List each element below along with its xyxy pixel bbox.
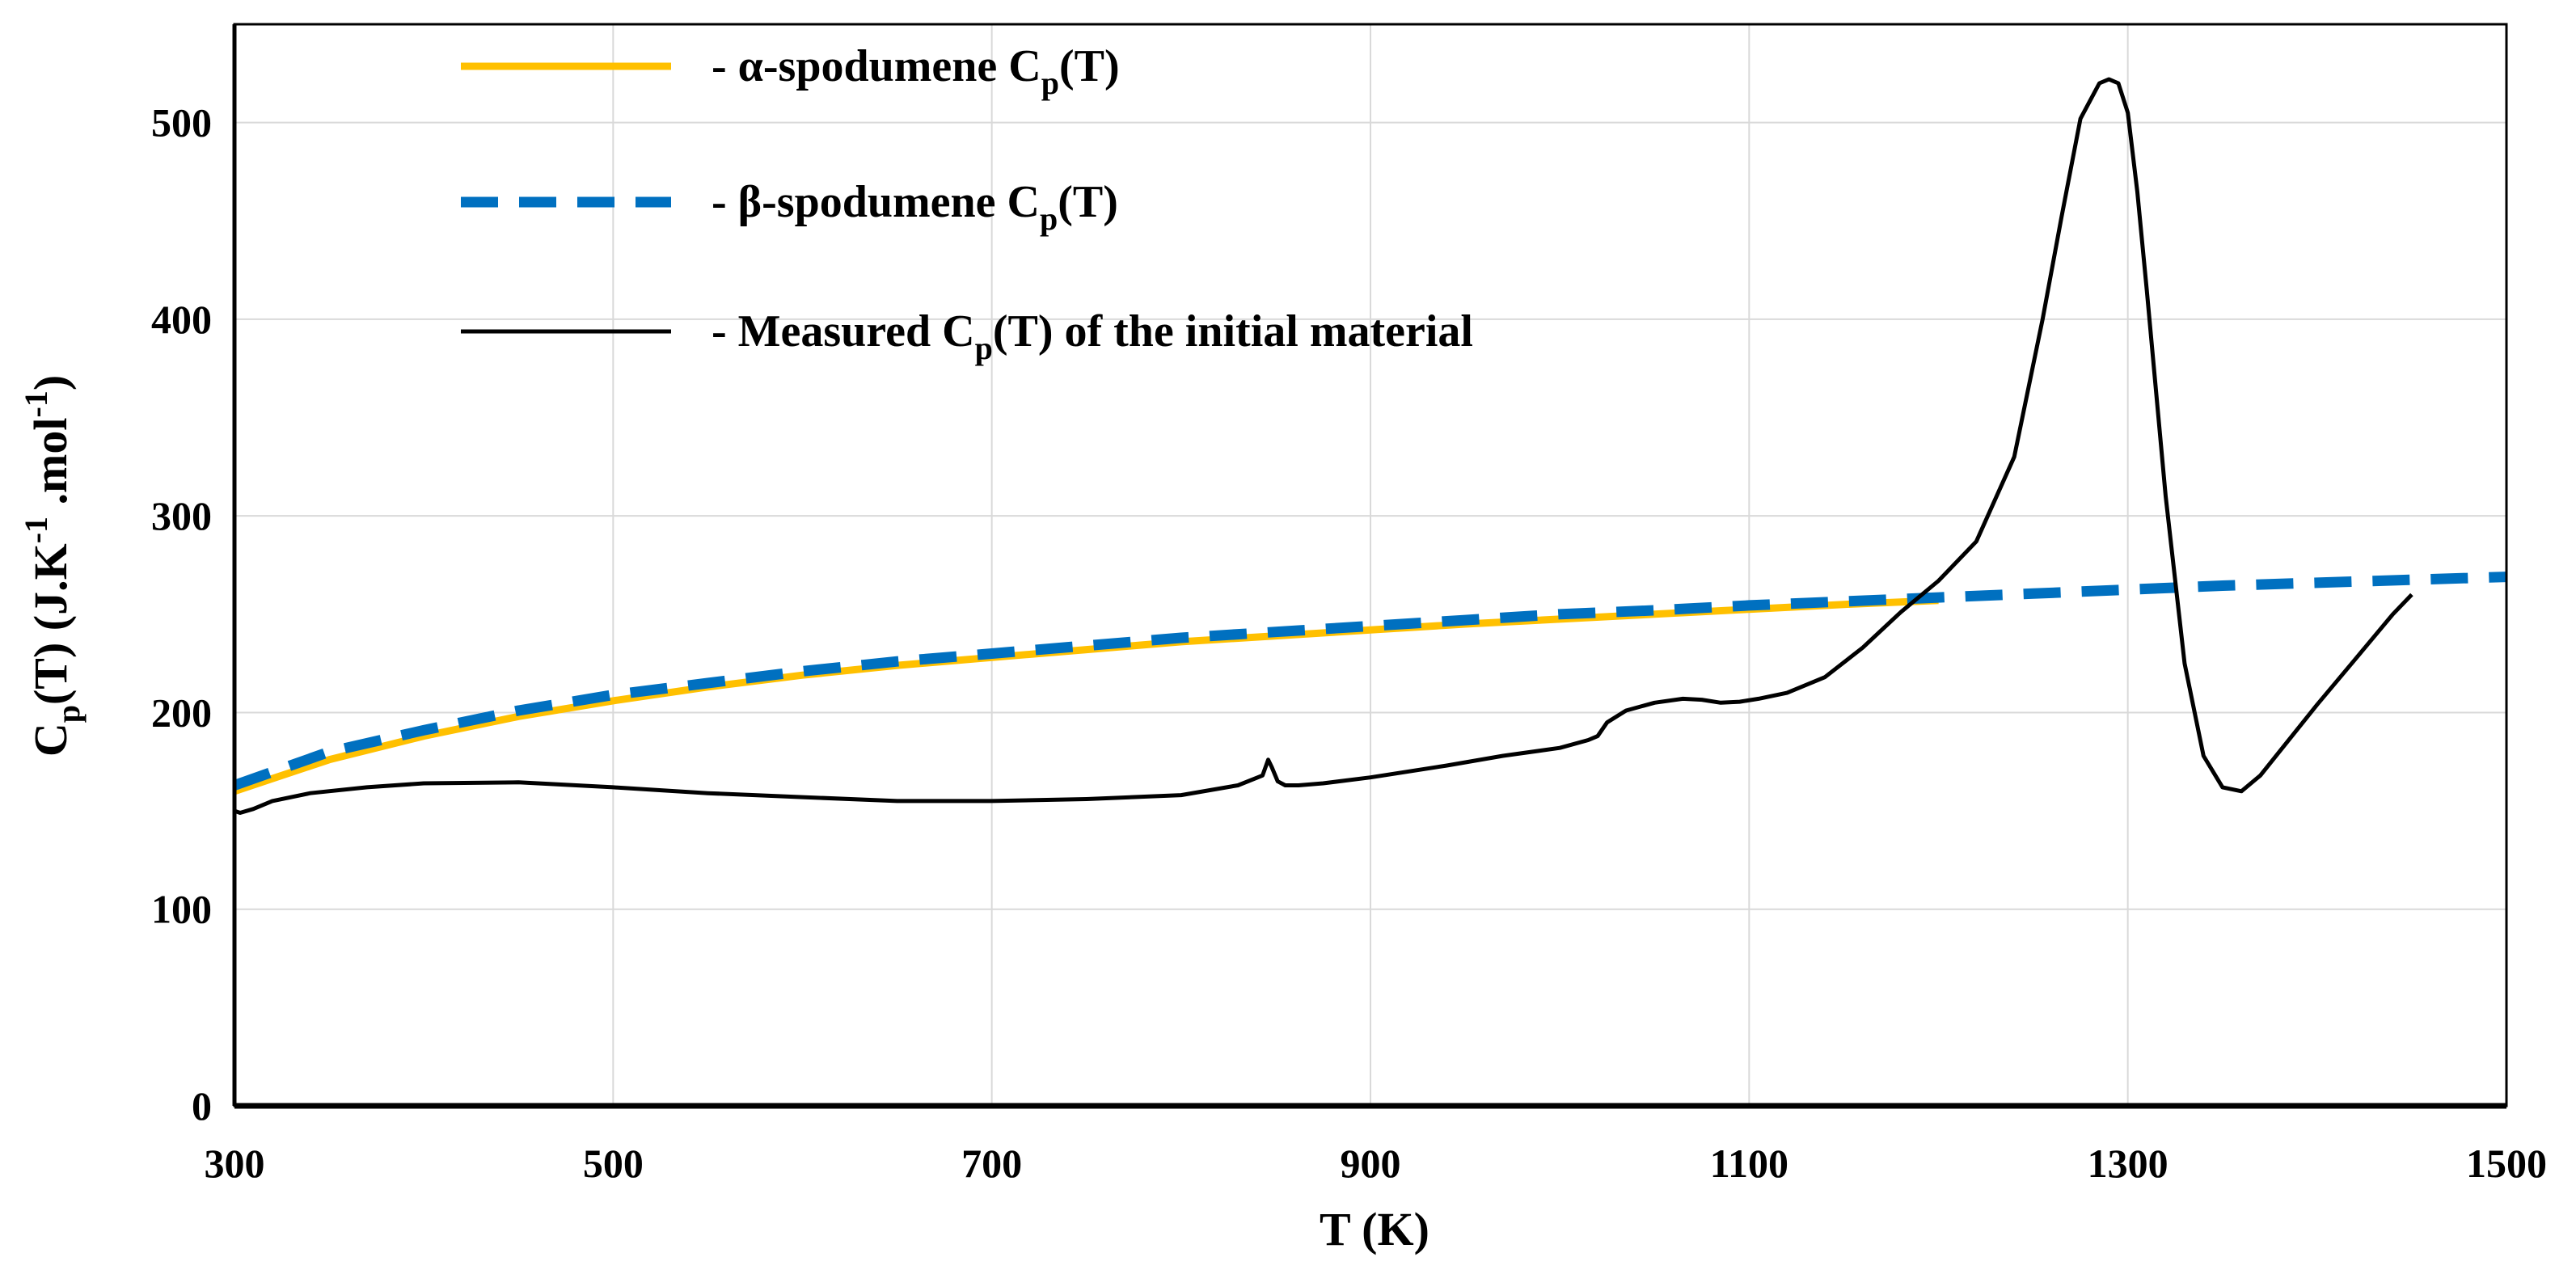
x-tick-label: 900	[1341, 1141, 1401, 1186]
y-tick-label: 200	[151, 690, 212, 735]
x-tick-label: 1300	[2088, 1141, 2168, 1186]
x-tick-label: 1100	[1710, 1141, 1788, 1186]
y-tick-label: 100	[151, 887, 212, 932]
x-tick-label: 300	[205, 1141, 265, 1186]
y-tick-label: 300	[151, 493, 212, 538]
ticks-layer: 300 500 700 900 1100 1300 1500 0 100 200 300 400 500	[151, 100, 2547, 1186]
legend-label-2: - Measured Cp(T) of the initial material	[712, 306, 1473, 366]
legend-label-1: - β-spodumene Cp(T)	[712, 177, 1118, 237]
legend: - α-spodumene Cp(T) - β-spodumene Cp(T) - …	[461, 41, 1473, 366]
x-tick-label: 500	[583, 1141, 644, 1186]
x-tick-label: 700	[961, 1141, 1022, 1186]
x-tick-label: 1500	[2466, 1141, 2547, 1186]
y-tick-label: 400	[151, 297, 212, 342]
axes-layer	[232, 23, 2508, 1109]
y-tick-label: 0	[192, 1083, 212, 1128]
series-line-2	[234, 77, 2413, 815]
series-line-0	[233, 597, 1939, 795]
x-axis-title: T (K)	[1320, 1203, 1429, 1255]
grid-layer	[234, 24, 2507, 1106]
legend-label-0: - α-spodumene Cp(T)	[712, 41, 1120, 101]
y-axis-title: Cp(T) (J.K-1 .mol-1)	[18, 375, 87, 757]
y-tick-label: 500	[151, 100, 212, 146]
series-layer	[232, 77, 2507, 815]
